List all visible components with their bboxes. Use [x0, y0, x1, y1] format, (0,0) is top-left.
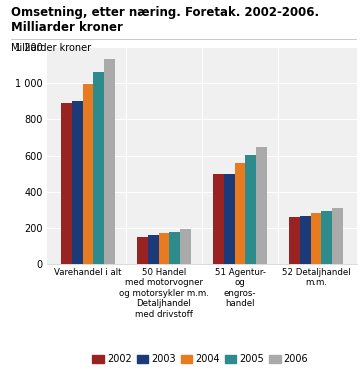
Bar [72, 101, 83, 264]
Bar [169, 232, 180, 264]
Bar [159, 233, 169, 264]
Bar [300, 216, 311, 264]
Bar [245, 155, 256, 264]
Bar [235, 163, 245, 264]
Bar [83, 84, 93, 264]
Bar [148, 235, 159, 264]
Bar [311, 213, 321, 264]
Bar [180, 229, 191, 264]
Bar [289, 218, 300, 264]
Bar [332, 208, 343, 264]
Bar [256, 147, 267, 264]
Bar [62, 103, 72, 264]
Bar [224, 173, 235, 264]
Bar [137, 237, 148, 264]
Legend: 2002, 2003, 2004, 2005, 2006: 2002, 2003, 2004, 2005, 2006 [88, 351, 312, 368]
Bar [213, 173, 224, 264]
Text: Milliarder kroner: Milliarder kroner [11, 43, 91, 54]
Bar [104, 59, 115, 264]
Bar [321, 211, 332, 264]
Text: Milliarder kroner: Milliarder kroner [11, 21, 123, 34]
Text: Omsetning, etter næring. Foretak. 2002-2006.: Omsetning, etter næring. Foretak. 2002-2… [11, 6, 319, 18]
Bar [93, 72, 104, 264]
